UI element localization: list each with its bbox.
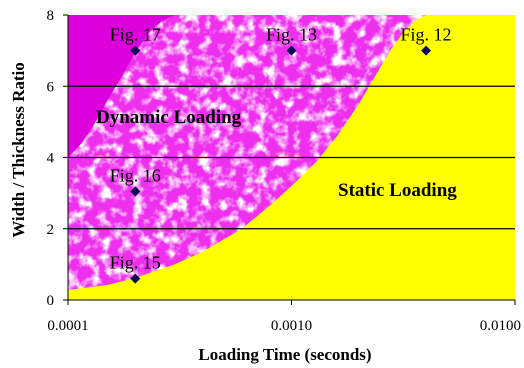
static-loading-label: Static Loading xyxy=(338,180,457,201)
data-point-marker xyxy=(130,45,141,56)
data-point-marker xyxy=(286,45,297,56)
y-axis-title: Width / Thickness Ratio xyxy=(9,62,28,238)
high-rate-region xyxy=(68,15,175,158)
x-tick-label: 0.0001 xyxy=(47,318,88,334)
y-tick-label: 2 xyxy=(47,222,55,238)
y-tick-label: 6 xyxy=(47,79,55,95)
point-label: Fig. 15 xyxy=(110,253,161,273)
y-tick-label: 8 xyxy=(47,8,55,24)
point-label: Fig. 17 xyxy=(110,25,161,45)
x-axis-title: Loading Time (seconds) xyxy=(198,345,371,364)
data-points xyxy=(130,45,432,284)
data-point-marker xyxy=(130,273,141,284)
x-tick-label: 0.0100 xyxy=(480,318,521,334)
data-point-marker xyxy=(130,186,141,197)
point-label: Fig. 13 xyxy=(266,25,317,45)
gridlines xyxy=(68,85,515,230)
point-label: Fig. 12 xyxy=(401,25,452,45)
point-labels: Fig. 17 Fig. 13 Fig. 12 Fig. 16 Fig. 15 xyxy=(110,25,452,273)
tick-labels: 0 2 4 6 8 0.0001 0.0010 0.0100 xyxy=(47,8,522,334)
axes xyxy=(63,14,516,305)
x-tick-label: 0.0010 xyxy=(271,318,312,334)
data-point-marker xyxy=(421,45,432,56)
dynamic-loading-label: Dynamic Loading xyxy=(96,107,242,128)
point-label: Fig. 16 xyxy=(110,165,161,185)
y-tick-label: 4 xyxy=(47,151,55,167)
y-tick-label: 0 xyxy=(47,293,55,309)
